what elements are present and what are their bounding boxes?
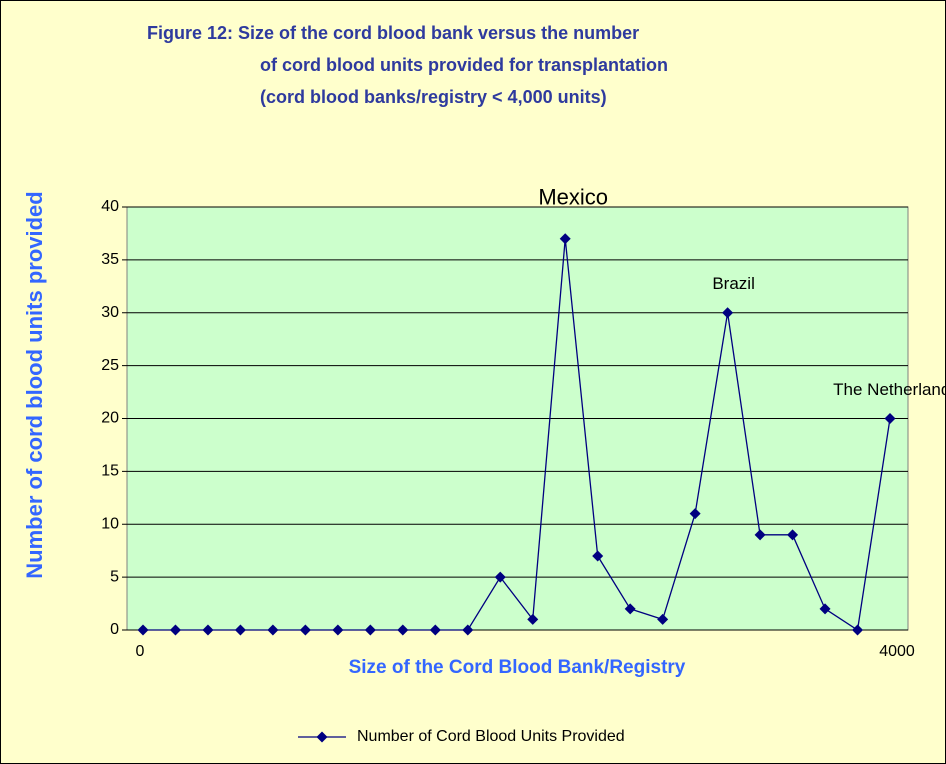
y-tick-label: 20 [101,410,119,427]
y-tick-label: 30 [101,304,119,321]
annotation: The Netherlands [833,380,946,399]
y-tick-label: 10 [101,515,119,532]
chart-title: of cord blood units provided for transpl… [260,55,668,75]
annotation: Mexico [538,185,608,210]
legend-label: Number of Cord Blood Units Provided [357,728,625,745]
annotation: Brazil [712,274,755,293]
y-tick-label: 40 [101,198,119,215]
data-point [234,624,246,636]
data-point [527,613,539,625]
data-point [169,624,181,636]
y-tick-label: 35 [101,251,119,268]
data-point [494,571,506,583]
data-point [754,529,766,541]
y-tick-label: 5 [110,568,119,585]
data-point [137,624,149,636]
data-point [299,624,311,636]
data-point [559,233,571,245]
data-point [819,603,831,615]
chart-title: (cord blood banks/registry < 4,000 units… [260,87,607,107]
data-point [624,603,636,615]
data-point [884,413,896,424]
data-point [852,624,864,636]
data-point [787,529,799,541]
legend-marker [316,731,328,743]
data-point [592,550,604,562]
data-point [689,508,701,520]
data-point [364,624,376,636]
y-tick-label: 25 [101,357,119,374]
y-tick-label: 15 [101,463,119,480]
data-point [202,624,214,636]
x-tick-label: 4000 [879,643,915,660]
data-point [657,613,669,625]
data-point [429,624,441,636]
chart-title: Figure 12: Size of the cord blood bank v… [147,23,639,43]
y-tick-label: 0 [110,621,119,638]
data-point [332,624,344,636]
x-tick-label: 0 [136,643,145,660]
x-axis-title: Size of the Cord Blood Bank/Registry [349,657,686,678]
data-point [462,624,474,636]
y-axis-title: Number of cord blood units provided [22,191,47,578]
data-point [722,307,734,319]
data-point [397,624,409,636]
data-point [267,624,279,636]
